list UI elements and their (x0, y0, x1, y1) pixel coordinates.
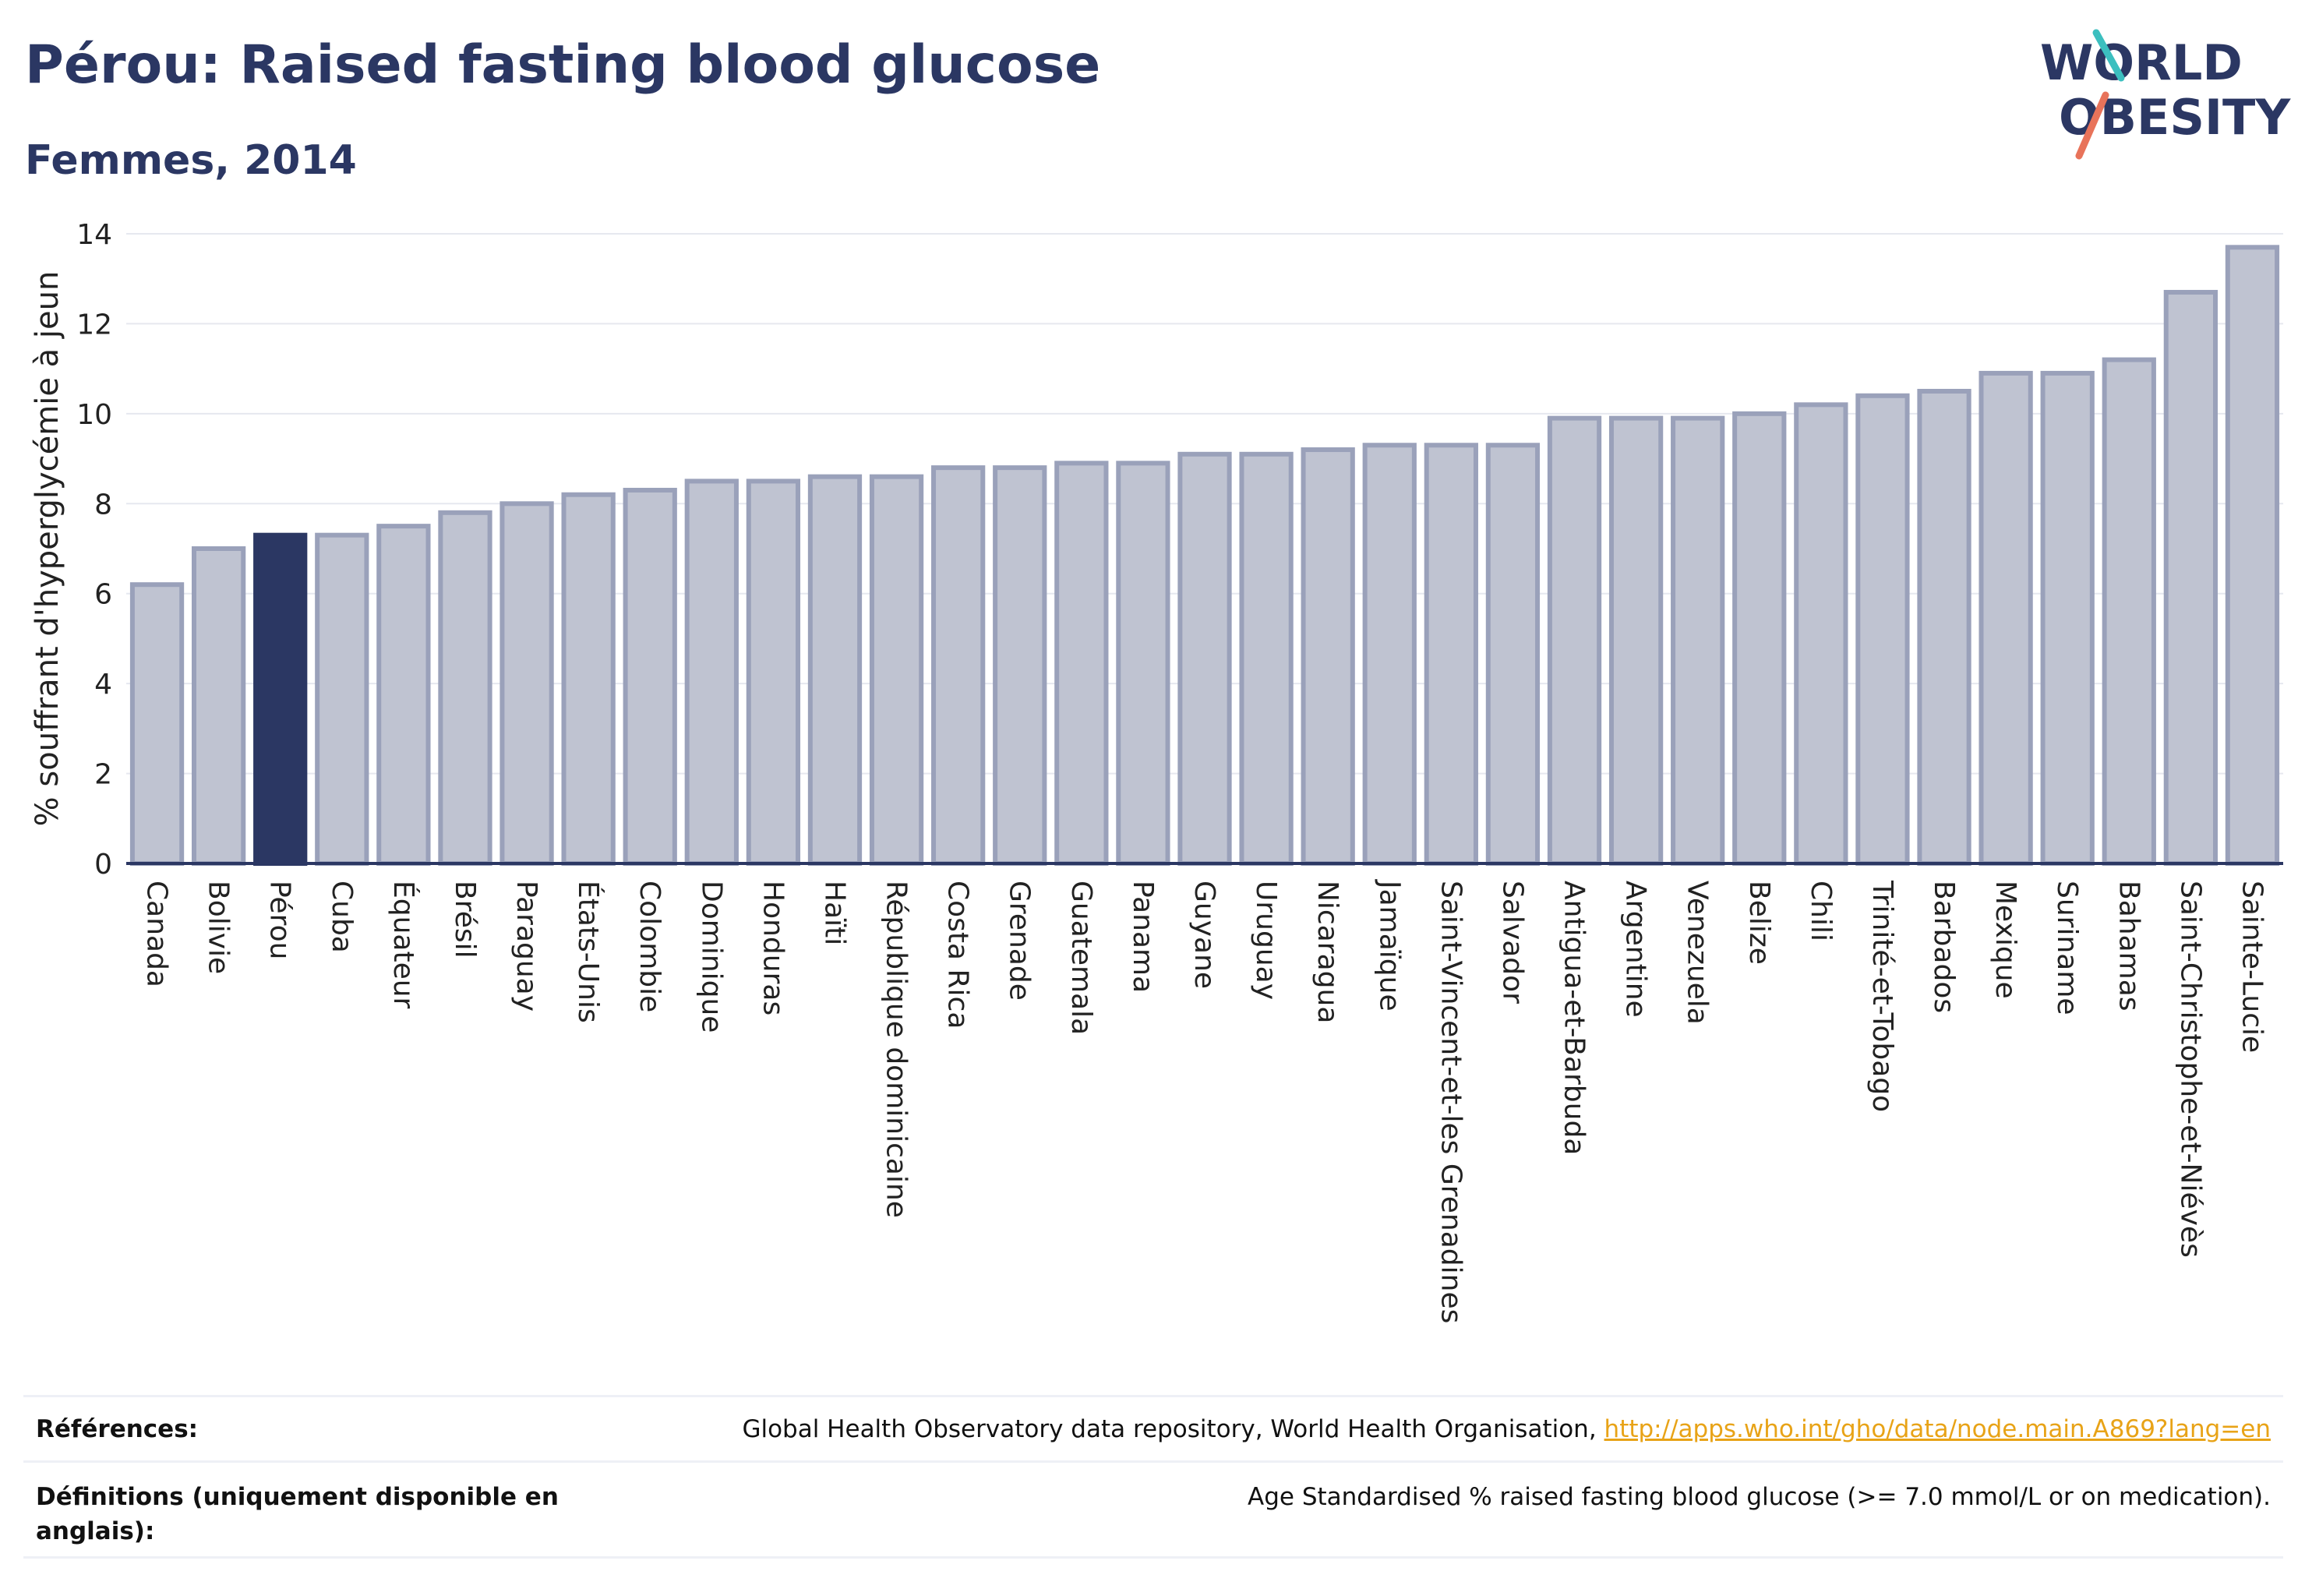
x-tick-label: Argentine (1620, 881, 1652, 1018)
bar (253, 532, 308, 867)
bar (1424, 443, 1478, 866)
bar (1978, 370, 2033, 866)
bar (561, 492, 616, 866)
references-table: Références: Global Health Observatory da… (23, 1395, 2283, 1559)
x-tick-label: Uruguay (1250, 881, 1282, 1000)
x-tick-label: Mexique (1989, 881, 2021, 999)
bar (1671, 415, 1725, 866)
bar (2225, 245, 2280, 867)
y-tick-label: 10 (76, 399, 112, 431)
bar (807, 474, 863, 867)
world-obesity-logo: WORLD OBESITY (2040, 29, 2291, 160)
y-axis-label: % souffrant d'hyperglycémie à jeun (30, 271, 65, 827)
bar (1301, 447, 1355, 866)
bar (1608, 415, 1664, 866)
x-tick-label: Pérou (264, 881, 296, 959)
bar (129, 582, 185, 867)
x-tick-label: Brésil (449, 881, 481, 959)
page-title: Pérou: Raised fasting blood glucose (25, 34, 1101, 96)
x-tick-label: Guyane (1188, 881, 1220, 989)
page-subtitle: Femmes, 2014 (25, 137, 357, 184)
bar (2102, 357, 2156, 867)
bar (684, 478, 739, 867)
x-tick-label: Bahamas (2113, 881, 2144, 1012)
y-tick-label: 2 (94, 759, 112, 791)
bar (315, 532, 369, 867)
references-text: Global Health Observatory data repositor… (742, 1414, 1604, 1443)
x-tick-label: Salvador (1496, 881, 1528, 1004)
bar (1732, 411, 1787, 866)
bar (1054, 461, 1109, 866)
references-label: Références: (36, 1414, 199, 1443)
bar (191, 546, 246, 866)
x-tick-label: Barbados (1928, 881, 1960, 1013)
bar (1362, 443, 1417, 866)
x-tick-label: Équateur (387, 881, 420, 1009)
y-tick-label: 6 (94, 579, 112, 611)
bar (746, 478, 801, 867)
references-value: Global Health Observatory data repositor… (742, 1412, 2271, 1446)
bar (499, 501, 554, 866)
bar (869, 474, 924, 867)
x-tick-label: Panama (1127, 881, 1159, 993)
x-tick-label: Sainte-Lucie (2236, 881, 2268, 1053)
logo-slash-coral (2075, 91, 2109, 160)
x-tick-label: Dominique (695, 881, 727, 1033)
definitions-label: Définitions (uniquement disponible en an… (36, 1483, 559, 1545)
x-tick-label: Cuba (326, 881, 358, 953)
bar (1116, 461, 1170, 866)
x-tick-label: Saint-Christophe-et-Niévès (2174, 881, 2206, 1258)
x-tick-label: Haïti (818, 881, 850, 945)
references-link[interactable]: http://apps.who.int/gho/data/node.main.A… (1604, 1414, 2271, 1443)
x-tick-label: Guatemala (1065, 881, 1097, 1035)
y-tick-label: 12 (76, 309, 112, 341)
bar (2040, 370, 2095, 866)
definitions-row: Définitions (uniquement disponible en an… (23, 1460, 2283, 1559)
x-tick-label: Grenade (1004, 881, 1036, 1001)
x-tick-label: Chili (1805, 881, 1837, 941)
x-tick-label: Nicaragua (1311, 881, 1343, 1023)
logo-line1: WORLD (2040, 34, 2243, 91)
x-tick-label: Colombie (634, 881, 665, 1012)
y-tick-label: 4 (94, 669, 112, 701)
x-tick-label: Costa Rica (942, 881, 974, 1029)
bar (1794, 402, 1848, 866)
x-tick-label: Paraguay (510, 881, 542, 1012)
y-tick-label: 8 (94, 489, 112, 521)
bar (931, 465, 986, 866)
x-tick-label: Suriname (2051, 881, 2083, 1015)
x-tick-label: Bolivie (203, 881, 235, 974)
bar (1855, 393, 1910, 866)
bar (1485, 443, 1541, 866)
x-tick-label: République dominicaine (881, 881, 912, 1218)
x-tick-label: Venezuela (1682, 881, 1714, 1025)
x-tick-label: Belize (1743, 881, 1775, 965)
y-tick-label: 0 (94, 849, 112, 881)
x-tick-label: Jamaïque (1373, 879, 1405, 1012)
bar (1177, 451, 1232, 866)
bar (2163, 290, 2219, 866)
x-tick-label: Trinité-et-Tobago (1866, 880, 1898, 1112)
bar (376, 524, 431, 867)
bar (993, 465, 1047, 866)
bar (1239, 451, 1294, 866)
bar (438, 510, 492, 866)
x-tick-label: Saint-Vincent-et-les Grenadines (1435, 881, 1467, 1323)
bar (623, 487, 677, 866)
bar-chart: 0 2 4 6 8 10 12 14 % souffrant d'hyperglycémie à… (30, 219, 2283, 1323)
y-tick-label: 14 (76, 219, 112, 251)
definitions-value: Age Standardised % raised fasting blood … (1248, 1483, 2271, 1511)
x-tick-label: Antigua-et-Barbuda (1558, 881, 1590, 1155)
references-row: Références: Global Health Observatory da… (23, 1395, 2283, 1460)
logo-slash-teal (2092, 29, 2125, 82)
x-tick-label: États-Unis (572, 881, 605, 1023)
x-tick-label: Honduras (757, 881, 789, 1015)
bar (1917, 389, 1971, 866)
x-tick-label: Canada (141, 881, 173, 987)
bar (1547, 415, 1602, 866)
